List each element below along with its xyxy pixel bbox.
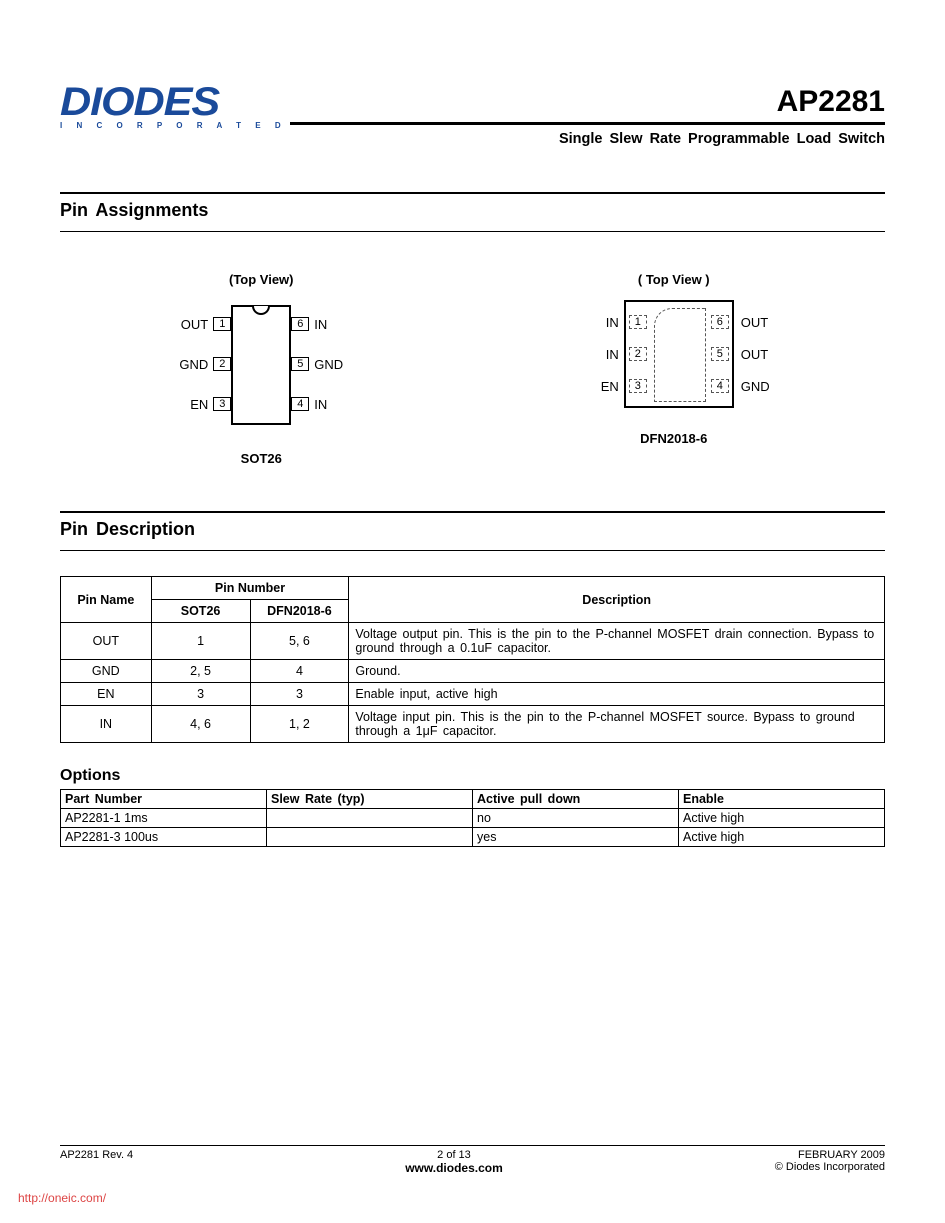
header: DIODES I N C O R P O R A T E D AP2281 Si… <box>60 85 885 147</box>
footer-url: www.diodes.com <box>133 1161 775 1175</box>
cell-pd: no <box>473 809 679 828</box>
col-pin-name: Pin Name <box>61 577 152 623</box>
table-row: IN 4, 6 1, 2 Voltage input pin. This is … <box>61 706 885 743</box>
sot26-pin-2-label: GND <box>158 357 208 372</box>
dfn-top-view-label: ( Top View ) <box>559 272 789 287</box>
sot26-pin-4-label: IN <box>314 397 364 412</box>
section-underline <box>60 231 885 232</box>
dfn-pin-5-label: OUT <box>741 347 789 362</box>
cell-name: IN <box>61 706 152 743</box>
sot26-pin-3-label: EN <box>158 397 208 412</box>
cell-name: EN <box>61 683 152 706</box>
sot26-top-view-label: (Top View) <box>156 272 366 287</box>
sot26-package: 1 OUT 2 GND 3 EN 6 IN 5 GND 4 IN <box>156 295 366 445</box>
dfn-pin-1: 1 <box>629 315 647 329</box>
dfn-pin-3: 3 <box>629 379 647 393</box>
section-title-options: Options <box>60 767 885 785</box>
subtitle: Single Slew Rate Programmable Load Switc… <box>290 131 885 147</box>
table-row: AP2281-1 1ms no Active high <box>61 809 885 828</box>
sot26-pin-2: 2 <box>213 357 231 371</box>
cell-desc: Voltage output pin. This is the pin to t… <box>349 623 885 660</box>
logo-main-text: DIODES <box>60 85 308 119</box>
dfn-pin-6-label: OUT <box>741 315 789 330</box>
title-divider <box>290 122 885 125</box>
section-underline <box>60 550 885 551</box>
cell-sot26: 3 <box>151 683 250 706</box>
sot26-notch <box>252 306 270 315</box>
dfn-exposed-pad <box>654 308 706 402</box>
cell-en: Active high <box>679 809 885 828</box>
cell-en: Active high <box>679 828 885 847</box>
sot26-pin-5: 5 <box>291 357 309 371</box>
footer-copyright: © Diodes Incorporated <box>775 1161 885 1173</box>
col-sot26: SOT26 <box>151 600 250 623</box>
sot26-pin-5-label: GND <box>314 357 364 372</box>
dfn-pin-5: 5 <box>711 347 729 361</box>
cell-dfn: 4 <box>250 660 349 683</box>
col-description: Description <box>349 577 885 623</box>
dfn-pin-2-label: IN <box>564 347 619 362</box>
table-row: Part Number Slew Rate (typ) Active pull … <box>61 790 885 809</box>
dfn-pin-1-label: IN <box>564 315 619 330</box>
cell-sot26: 4, 6 <box>151 706 250 743</box>
col-part-number: Part Number <box>61 790 267 809</box>
pin-assignment-diagrams: (Top View) 1 OUT 2 GND 3 EN 6 IN 5 GND 4… <box>60 272 885 466</box>
pin-description-table: Pin Name Pin Number Description SOT26 DF… <box>60 576 885 743</box>
dfn-package-name: DFN2018-6 <box>559 431 789 446</box>
sot26-pin-1-label: OUT <box>158 317 208 332</box>
sot26-diagram: (Top View) 1 OUT 2 GND 3 EN 6 IN 5 GND 4… <box>156 272 366 466</box>
dfn-package: 1 IN 2 IN 3 EN 6 OUT 5 OUT 4 GND <box>559 295 789 425</box>
sot26-body <box>231 305 291 425</box>
dfn-pin-6: 6 <box>711 315 729 329</box>
footer: AP2281 Rev. 4 2 of 13 www.diodes.com FEB… <box>60 1145 885 1175</box>
cell-slew <box>267 809 473 828</box>
dfn-pin-4-label: GND <box>741 379 789 394</box>
footer-date: FEBRUARY 2009 <box>775 1149 885 1161</box>
cell-desc: Enable input, active high <box>349 683 885 706</box>
sot26-pin-6-label: IN <box>314 317 364 332</box>
footer-page: 2 of 13 <box>133 1149 775 1161</box>
col-pin-number: Pin Number <box>151 577 349 600</box>
cell-name: OUT <box>61 623 152 660</box>
table-row: EN 3 3 Enable input, active high <box>61 683 885 706</box>
title-block: AP2281 Single Slew Rate Programmable Loa… <box>290 85 885 147</box>
cell-sot26: 2, 5 <box>151 660 250 683</box>
footer-left: AP2281 Rev. 4 <box>60 1149 133 1175</box>
col-slew-rate: Slew Rate (typ) <box>267 790 473 809</box>
dfn-diagram: ( Top View ) 1 IN 2 IN 3 EN 6 OUT 5 OUT … <box>559 272 789 466</box>
cell-dfn: 1, 2 <box>250 706 349 743</box>
col-pull-down: Active pull down <box>473 790 679 809</box>
table-row: AP2281-3 100us yes Active high <box>61 828 885 847</box>
cell-pd: yes <box>473 828 679 847</box>
table-row: Pin Name Pin Number Description <box>61 577 885 600</box>
cell-desc: Voltage input pin. This is the pin to th… <box>349 706 885 743</box>
options-table: Part Number Slew Rate (typ) Active pull … <box>60 789 885 847</box>
sot26-pin-1: 1 <box>213 317 231 331</box>
footer-divider <box>60 1145 885 1146</box>
watermark-url: http://oneic.com/ <box>18 1191 106 1205</box>
table-row: OUT 1 5, 6 Voltage output pin. This is t… <box>61 623 885 660</box>
cell-slew <box>267 828 473 847</box>
sot26-pin-4: 4 <box>291 397 309 411</box>
sot26-pin-6: 6 <box>291 317 309 331</box>
section-title-pin-description: Pin Description <box>60 513 885 550</box>
cell-name: GND <box>61 660 152 683</box>
col-enable: Enable <box>679 790 885 809</box>
dfn-pin-4: 4 <box>711 379 729 393</box>
cell-pn: AP2281-3 100us <box>61 828 267 847</box>
cell-pn: AP2281-1 1ms <box>61 809 267 828</box>
cell-sot26: 1 <box>151 623 250 660</box>
part-number: AP2281 <box>290 85 885 119</box>
table-row: GND 2, 5 4 Ground. <box>61 660 885 683</box>
dfn-pin-2: 2 <box>629 347 647 361</box>
cell-dfn: 5, 6 <box>250 623 349 660</box>
dfn-pin-3-label: EN <box>564 379 619 394</box>
cell-desc: Ground. <box>349 660 885 683</box>
col-dfn: DFN2018-6 <box>250 600 349 623</box>
sot26-package-name: SOT26 <box>156 451 366 466</box>
cell-dfn: 3 <box>250 683 349 706</box>
sot26-pin-3: 3 <box>213 397 231 411</box>
section-title-pin-assignments: Pin Assignments <box>60 194 885 231</box>
logo: DIODES I N C O R P O R A T E D <box>60 85 290 130</box>
